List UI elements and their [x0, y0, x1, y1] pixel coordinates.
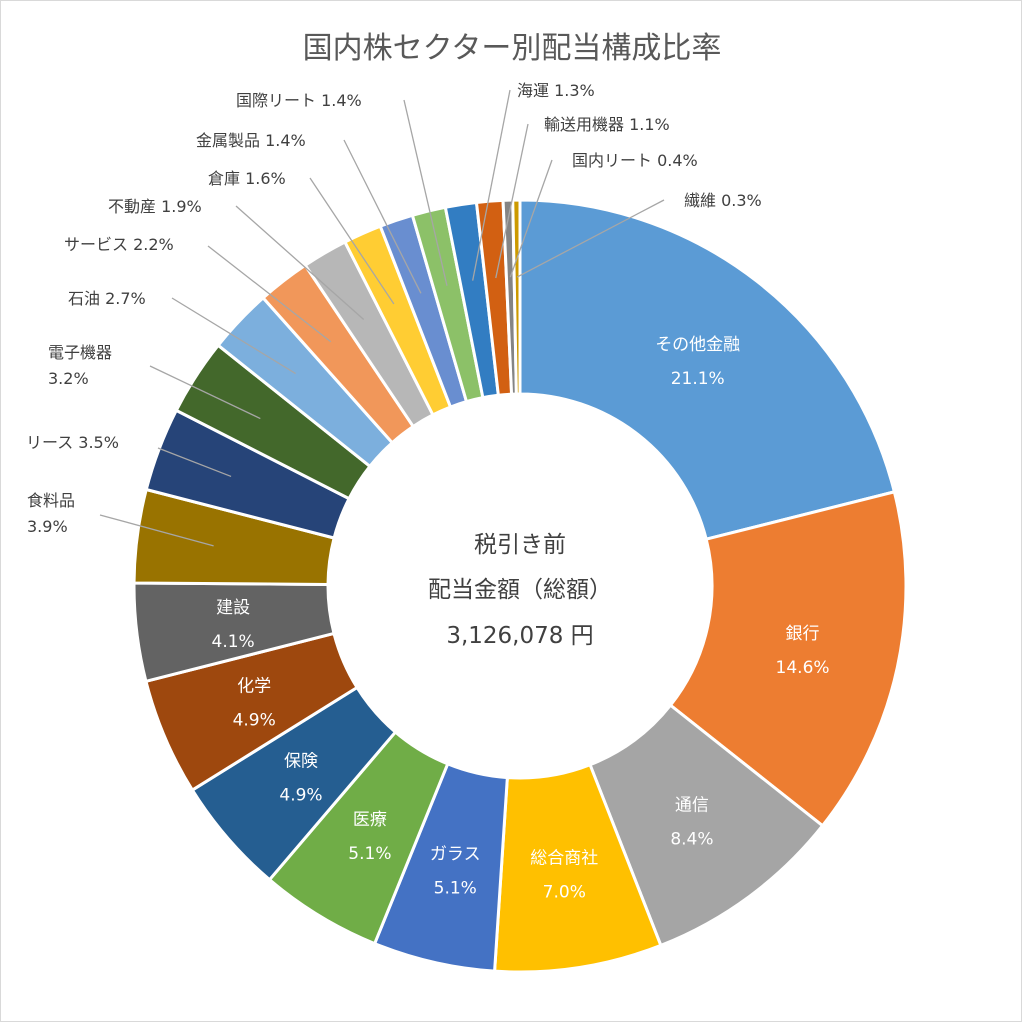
leader-line-19	[495, 123, 529, 279]
center-label-line3: 3,126,078 円	[446, 623, 593, 649]
outside-label-9-line-0: 食料品	[27, 491, 75, 510]
chart-title: 国内株セクター別配当構成比率	[303, 31, 722, 66]
outside-label-13-line-0: サービス 2.2%	[64, 235, 174, 254]
outside-label-21-line-0: 繊維 0.3%	[684, 191, 762, 210]
slice-label-label-7: 4.9%	[233, 710, 276, 730]
outside-label-10-line-0: リース 3.5%	[26, 433, 119, 452]
outside-label-14-line-0: 不動産 1.9%	[108, 197, 202, 216]
slice-label-label-2: 8.4%	[670, 829, 713, 849]
outside-label-16-line-0: 金属製品 1.4%	[196, 131, 306, 150]
leader-line-12	[171, 297, 296, 375]
slice-label-label-8: 4.1%	[212, 632, 255, 652]
leader-line-16	[343, 139, 422, 294]
leader-line-20	[509, 159, 553, 278]
slice-0	[518, 198, 897, 541]
slice-name-label-1: 銀行	[786, 624, 820, 644]
leader-line-11	[149, 365, 261, 420]
slice-name-label-0: その他金融	[655, 335, 740, 355]
labels-layer: その他金融 21.1% 銀行 14.6% 通信 8.4% 総合商社 7.0% ガラス 5.1% 医療…	[26, 81, 830, 903]
slice-name-label-4: ガラス	[430, 845, 481, 865]
leader-line-15	[309, 177, 395, 305]
slice-1	[668, 490, 908, 828]
slice-label-label-5: 5.1%	[348, 844, 391, 864]
outside-label-11-line-0: 電子機器	[48, 343, 112, 362]
leader-line-9	[99, 514, 214, 547]
leader-line-13	[207, 245, 332, 343]
outside-label-20-line-0: 国内リート 0.4%	[572, 151, 698, 170]
outside-label-19-line-0: 輸送用機器 1.1%	[544, 115, 670, 134]
leader-line-10	[157, 447, 232, 478]
outside-label-11-line-1: 3.2%	[48, 369, 89, 388]
outside-label-12-line-0: 石油 2.7%	[68, 289, 146, 308]
outside-label-18-line-0: 海運 1.3%	[517, 81, 595, 100]
leader-line-21	[516, 199, 665, 278]
leader-line-17	[403, 99, 448, 286]
slice-name-label-7: 化学	[237, 676, 271, 696]
slice-label-label-3: 7.0%	[543, 883, 586, 903]
slice-label-label-6: 4.9%	[279, 786, 322, 806]
leader-lines-layer	[99, 89, 665, 547]
center-label-line2: 配当金額（総額）	[428, 577, 612, 603]
outside-label-17-line-0: 国際リート 1.4%	[236, 91, 362, 110]
center-label-line1: 税引き前	[474, 532, 566, 558]
slices-layer	[132, 198, 908, 974]
slice-name-label-3: 総合商社	[530, 849, 598, 869]
slice-label-label-0: 21.1%	[671, 369, 725, 389]
slice-name-label-2: 通信	[675, 795, 709, 815]
leader-line-18	[472, 89, 511, 281]
slice-label-label-4: 5.1%	[434, 879, 477, 899]
slice-name-label-8: 建設	[216, 598, 250, 618]
outside-label-15-line-0: 倉庫 1.6%	[208, 169, 286, 188]
outside-label-9-line-1: 3.9%	[27, 517, 68, 536]
slice-label-label-1: 14.6%	[776, 658, 830, 678]
slice-21	[511, 198, 522, 396]
slice-name-label-6: 保険	[284, 752, 318, 772]
slice-name-label-5: 医療	[353, 810, 387, 830]
leader-line-14	[235, 205, 365, 320]
